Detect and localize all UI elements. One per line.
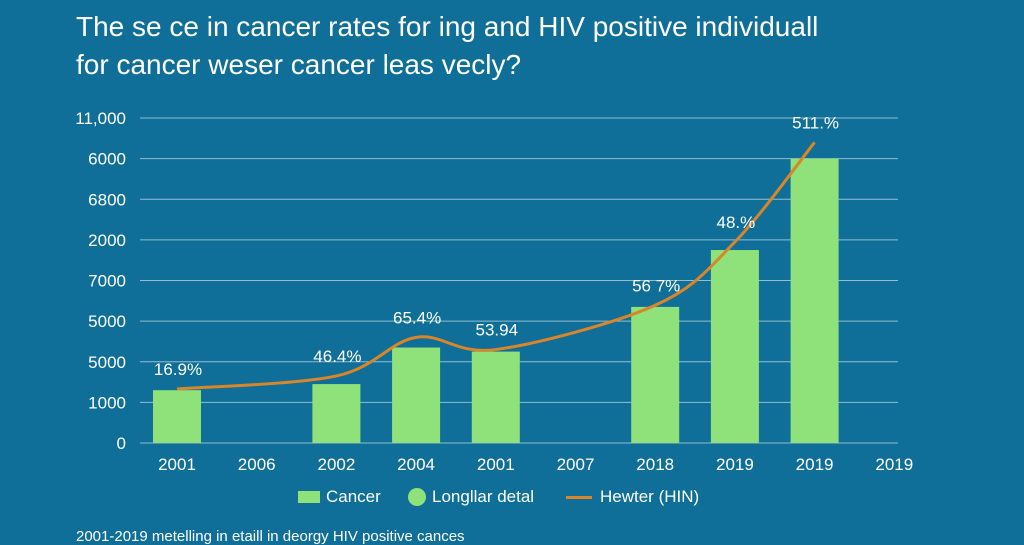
legend-label-cancer: Cancer [326, 487, 381, 506]
data-label: 46.4% [313, 347, 361, 366]
footnote: 2001-2019 metelling in etaill in deorgy … [76, 528, 465, 545]
bar [392, 347, 441, 443]
x-tick-label: 2007 [557, 455, 595, 474]
x-tick-label: 2006 [238, 455, 276, 474]
data-label: 56 7% [632, 276, 680, 295]
data-label: 511.% [792, 113, 839, 132]
x-tick-label: 2002 [317, 455, 355, 474]
x-tick-label: 2001 [477, 455, 515, 474]
legend-item-longllar-detal: Longllar detal [408, 484, 534, 510]
legend-item-cancer: Cancer [298, 484, 381, 510]
x-tick-label: 2019 [875, 455, 913, 474]
y-tick-label: 6800 [88, 190, 126, 209]
y-tick-label: 2000 [88, 231, 126, 250]
bar [631, 306, 680, 443]
chart-title-line-1: The se ce in cancer rates for ing and HI… [76, 11, 819, 42]
y-tick-label: 6000 [88, 150, 126, 169]
data-label: 53.94 [476, 321, 519, 340]
x-tick-label: 2019 [796, 455, 834, 474]
legend-label-hewter: Hewter (HIN) [600, 487, 700, 506]
y-tick-label: 0 [117, 434, 126, 453]
legend-swatch-bar [298, 491, 320, 503]
x-tick-label: 2019 [716, 455, 754, 474]
bar [471, 351, 520, 443]
chart-title: The se ce in cancer rates for ing and HI… [76, 8, 1006, 84]
legend-swatch-dot [408, 488, 426, 506]
data-label: 16.9% [154, 360, 202, 379]
data-label: 65.4% [393, 308, 441, 327]
bar [790, 158, 839, 443]
data-label: 48.% [717, 213, 756, 232]
chart-legend: Cancer Longllar detal Hewter (HIN) [0, 484, 1024, 510]
x-tick-label: 2018 [636, 455, 674, 474]
chart-plot-area: 11,000 6000 6800 2000 7000 5000 5000 1000 0 16.9%… [75, 109, 913, 474]
legend-item-hewter: Hewter (HIN) [566, 484, 699, 510]
bar [312, 384, 361, 443]
y-tick-label: 1000 [88, 393, 126, 412]
x-tick-label: 2001 [158, 455, 196, 474]
chart-title-line-2: for cancer weser cancer leas vecly? [76, 49, 522, 80]
y-tick-label: 5000 [88, 312, 126, 331]
bar [153, 390, 201, 443]
legend-swatch-line [566, 495, 592, 499]
series-line-hewter [176, 141, 816, 391]
y-tick-label: 5000 [88, 353, 126, 372]
x-tick-label: 2004 [397, 455, 435, 474]
y-tick-label: 7000 [88, 272, 126, 291]
legend-label-longllar-detal: Longllar detal [432, 487, 535, 506]
bar [710, 250, 759, 443]
y-tick-label: 11,000 [75, 109, 126, 128]
